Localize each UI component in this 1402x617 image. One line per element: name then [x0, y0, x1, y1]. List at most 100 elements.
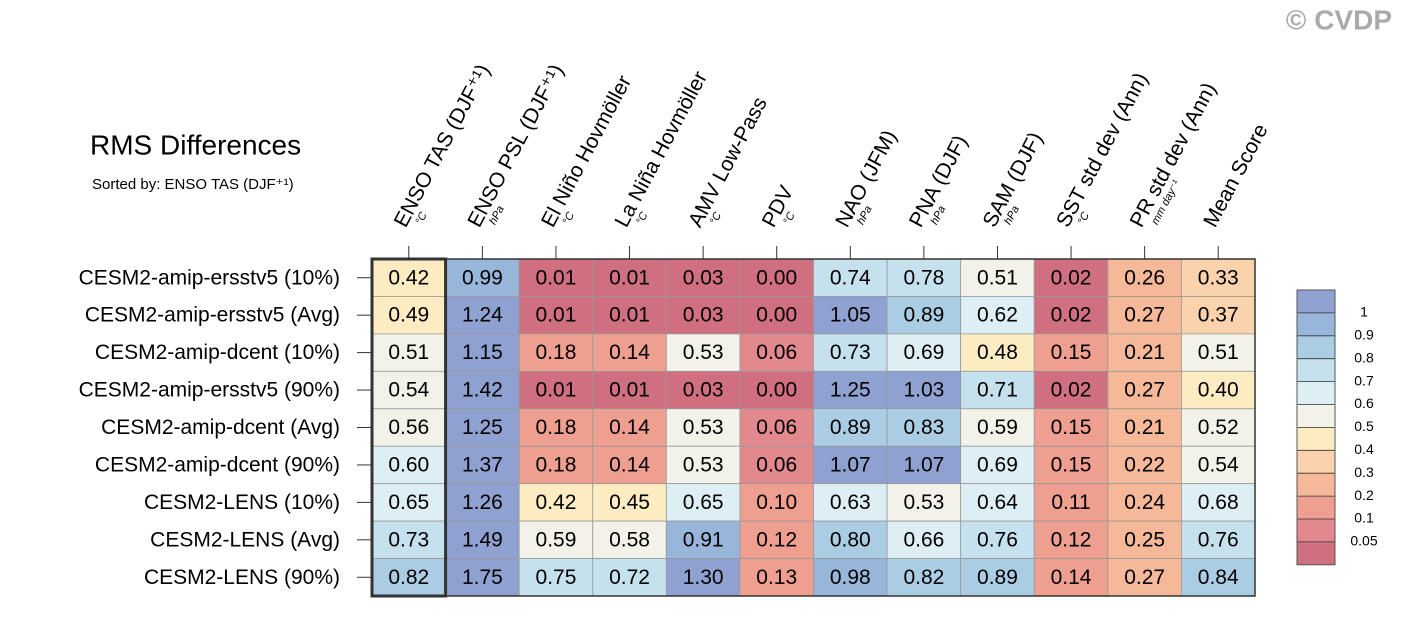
cell-label: 1.07	[903, 453, 944, 476]
cell-label: 0.58	[609, 528, 650, 551]
colorbar-label: 0.6	[1354, 395, 1374, 411]
colorbar-frame	[1296, 289, 1336, 566]
cell-label: 0.68	[1198, 491, 1239, 514]
cell	[445, 296, 520, 335]
cell-label: 0.59	[536, 528, 577, 551]
cell-label: 0.89	[903, 304, 944, 327]
cell-label: 0.02	[1051, 266, 1092, 289]
colorbar-label: 1	[1360, 304, 1368, 320]
cell	[886, 296, 962, 335]
cell-label: 0.03	[683, 266, 724, 289]
row-label: CESM2-LENS (Avg)	[150, 528, 340, 551]
cell	[518, 483, 594, 522]
cell-label: 0.84	[1198, 566, 1239, 589]
cell	[1181, 558, 1256, 597]
cell-label: 0.03	[683, 304, 724, 327]
cell-label: 0.53	[683, 341, 724, 364]
row-label: CESM2-LENS (10%)	[144, 491, 340, 514]
cell	[813, 370, 888, 410]
colorbar-segment	[1297, 312, 1335, 336]
cell-label: 0.51	[977, 266, 1018, 289]
chart-title: RMS Differences	[90, 129, 301, 160]
cell-label: 0.00	[756, 304, 797, 327]
cell-label: 1.37	[462, 453, 503, 476]
cell-label: 0.10	[756, 491, 797, 514]
cell-label: 0.64	[977, 491, 1018, 514]
cell	[1181, 258, 1256, 297]
cell	[371, 483, 446, 522]
colorbar-segment	[1297, 496, 1335, 519]
cell-label: 0.11	[1051, 491, 1090, 514]
cell	[592, 296, 667, 335]
colorbar-label: 0.1	[1354, 510, 1374, 526]
cell	[1107, 558, 1182, 597]
colorbar-segment	[1297, 427, 1335, 451]
cell-label: 0.51	[1198, 341, 1239, 364]
cell-label: 0.51	[388, 341, 429, 364]
cell	[445, 408, 520, 447]
cell-label: 0.65	[388, 491, 429, 514]
colorbar-label: 0.3	[1354, 464, 1374, 480]
cell	[371, 558, 446, 597]
cell	[1181, 370, 1256, 410]
cell	[886, 408, 962, 447]
cell-label: 0.74	[830, 266, 871, 289]
cell-label: 0.78	[903, 266, 944, 289]
cell-label: 0.54	[388, 379, 429, 402]
cell	[371, 445, 446, 485]
cell	[1033, 445, 1109, 485]
cell-label: 0.06	[756, 416, 797, 439]
cell-label: 0.02	[1051, 379, 1092, 402]
cell-label: 0.01	[536, 304, 577, 327]
cell	[960, 445, 1035, 485]
cell	[592, 483, 667, 522]
cell-label: 1.49	[462, 528, 503, 551]
colorbar-label: 0.2	[1354, 487, 1374, 503]
colorbar-segment	[1297, 473, 1335, 497]
row-label: CESM2-amip-ersstv5 (10%)	[79, 266, 340, 289]
col-label: AMV Low-Pass	[684, 93, 772, 231]
colorbar-segment	[1297, 541, 1335, 565]
cell	[960, 558, 1035, 597]
cell	[739, 558, 814, 597]
cell-label: 0.33	[1198, 266, 1239, 289]
cell	[960, 296, 1035, 335]
cell	[813, 296, 888, 335]
cell	[518, 558, 594, 597]
cell-label: 0.59	[977, 416, 1018, 439]
cell	[813, 558, 888, 597]
cell-label: 0.14	[1051, 566, 1092, 589]
colorbar-segment	[1297, 381, 1335, 405]
cell-label: 0.06	[756, 453, 797, 476]
cell	[1033, 483, 1109, 522]
cell	[813, 408, 888, 447]
cell	[1033, 296, 1109, 335]
cell-label: 0.72	[609, 566, 650, 589]
cell-label: 0.76	[1198, 528, 1239, 551]
cell-label: 0.65	[683, 491, 724, 514]
cell	[1033, 258, 1109, 297]
cell-label: 0.25	[1124, 528, 1165, 551]
cell	[1107, 483, 1182, 522]
cell-label: 0.40	[1198, 379, 1239, 402]
cell	[665, 296, 741, 335]
cell	[445, 483, 520, 522]
cell-label: 0.42	[536, 491, 577, 514]
cell-label: 0.62	[977, 304, 1018, 327]
cell-label: 0.18	[536, 416, 577, 439]
col-unit: °C	[413, 210, 429, 227]
cell	[813, 483, 888, 522]
colorbar-label: 0.4	[1354, 441, 1374, 457]
cell	[371, 333, 446, 372]
cell	[445, 558, 520, 597]
cell-label: 0.00	[756, 379, 797, 402]
cell-label: 0.12	[1051, 528, 1092, 551]
cell	[739, 296, 814, 335]
cell-label: 0.45	[609, 491, 650, 514]
cell-label: 0.26	[1124, 266, 1165, 289]
cell-label: 0.13	[756, 566, 797, 589]
cell	[1033, 520, 1109, 559]
cell	[592, 445, 667, 485]
chart-subtitle: Sorted by: ENSO TAS (DJF⁺¹)	[92, 176, 294, 193]
cell	[960, 483, 1035, 522]
